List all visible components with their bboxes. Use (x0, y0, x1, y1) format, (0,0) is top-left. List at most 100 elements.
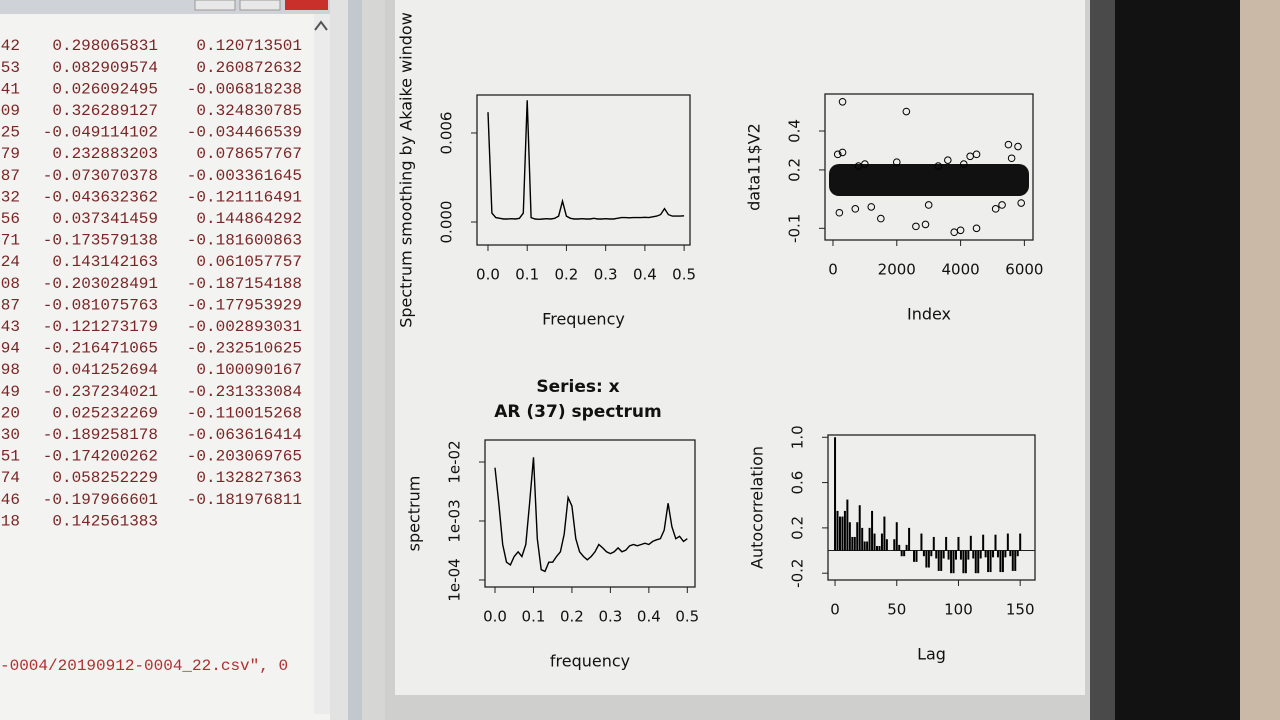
point (912, 222, 920, 231)
point (972, 224, 981, 233)
console-cell: 0.143142163 (52, 253, 158, 271)
y-axis-label: Autocorrelation (748, 446, 767, 569)
gap (362, 0, 385, 720)
y-tick-label: 0.000 (438, 201, 456, 244)
x-tick-label: 0.5 (675, 608, 699, 626)
console-cell: -0.121273179 (43, 318, 158, 336)
console-cell: -0.063616414 (187, 426, 302, 444)
console-cell: -0.049114102 (43, 124, 158, 142)
console-cell: -0.203069765 (187, 448, 302, 466)
x-tick-label: 0.5 (672, 266, 696, 284)
console-cell: 471 (0, 232, 20, 250)
point (998, 201, 1006, 209)
x-tick-label: 0 (828, 261, 838, 279)
window-frame (348, 0, 362, 720)
console-cell: 0.144864292 (196, 210, 302, 228)
console-cell: -0.187154188 (187, 275, 302, 293)
close-button[interactable] (285, 0, 328, 10)
y-tick-label: 1e-02 (446, 440, 464, 483)
chart-subtitle: AR (37) spectrum (494, 402, 662, 422)
console-cell: 0.132827363 (196, 469, 302, 487)
console-cell: 387 (0, 296, 20, 314)
console-cell: 532 (0, 188, 20, 206)
console-cell: 0.142561383 (52, 512, 158, 530)
point (892, 158, 901, 166)
console-cell: 53 (1, 59, 20, 77)
x-tick-label: 100 (944, 601, 973, 619)
point (972, 150, 981, 159)
console-cell: -0.173579138 (43, 232, 158, 250)
x-tick-label: 0.2 (560, 608, 584, 626)
point (934, 162, 943, 170)
x-tick-label: 150 (1006, 601, 1035, 619)
console-cell: 0.025232269 (52, 404, 158, 422)
x-tick-label: 0 (830, 601, 840, 619)
point (902, 107, 911, 116)
point (924, 201, 933, 209)
console-cell: -0.197966601 (43, 491, 158, 509)
console-cell: 0.324830785 (196, 102, 302, 120)
minimize-button[interactable] (194, 0, 236, 11)
console-cell: -0.003361645 (187, 167, 302, 185)
plot-area (395, 0, 1085, 695)
console-command: -0004/20190912-0004_22.csv", 0 (0, 657, 288, 675)
x-tick-label: 0.1 (515, 266, 539, 284)
plot-frame (484, 439, 696, 588)
console-cell: -0.216471065 (43, 340, 158, 358)
console-cell: -0.181976811 (187, 491, 302, 509)
point (851, 205, 860, 213)
y-tick-label: -0.1 (786, 214, 804, 243)
console-cell: -0.174200262 (43, 448, 158, 466)
x-axis-label: Index (907, 305, 951, 324)
x-tick-label: 0.4 (633, 266, 657, 284)
maximize-button[interactable] (239, 0, 281, 11)
console-cell: 0.078657767 (196, 145, 302, 163)
y-tick-label: 0.2 (789, 516, 807, 540)
console-cell: 0.026092495 (52, 80, 158, 98)
monitor-bezel (1090, 0, 1115, 720)
console-cell: -0.232510625 (187, 340, 302, 358)
y-tick-label: 1e-03 (446, 499, 464, 542)
chart-title: Series: x (536, 377, 619, 397)
point (867, 203, 876, 211)
point (1014, 142, 1022, 151)
point (838, 97, 847, 106)
point (1004, 140, 1013, 149)
console-cell: 0.298065831 (52, 37, 158, 55)
console-cell: 751 (0, 448, 20, 466)
x-tick-label: 2000 (878, 261, 916, 279)
console-panel (0, 0, 330, 720)
console-cell: -0.203028491 (43, 275, 158, 293)
console-cell: 0.100090167 (196, 361, 302, 379)
console-cell: -0.073070378 (43, 167, 158, 185)
x-tick-label: 0.4 (637, 608, 661, 626)
plot-frame (824, 93, 1034, 241)
console-cell: -0.121116491 (187, 188, 302, 206)
console-cell: 0.260872632 (196, 59, 302, 77)
x-tick-label: 0.0 (483, 608, 507, 626)
x-tick-label: 4000 (941, 261, 979, 279)
spectrum-line (494, 457, 688, 573)
plot-frame (827, 434, 1036, 581)
console-cell: -0.043632362 (43, 188, 158, 206)
background-wall (1240, 0, 1280, 720)
y-tick-label: -0.2 (789, 559, 807, 588)
x-tick-label: 0.3 (598, 608, 622, 626)
console-cell: -0.034466539 (187, 124, 302, 142)
point (959, 160, 968, 168)
y-axis-label: data11$V2 (745, 123, 764, 211)
scroll-up-arrow[interactable] (314, 20, 328, 31)
console-cell: 0.058252229 (52, 469, 158, 487)
x-tick-label: 0.2 (555, 266, 579, 284)
console-cell: 0.120713501 (196, 37, 302, 55)
console-cell: 549 (0, 383, 20, 401)
window-edge (330, 0, 348, 720)
console-scrollbar[interactable] (314, 14, 330, 714)
x-tick-label: 0.3 (594, 266, 618, 284)
console-cell: 0.326289127 (52, 102, 158, 120)
console-cell: 643 (0, 318, 20, 336)
console-cell: 324 (0, 253, 20, 271)
console-cell: 0.037341459 (52, 210, 158, 228)
point (1007, 154, 1016, 163)
y-tick-label: 1.0 (789, 425, 807, 449)
